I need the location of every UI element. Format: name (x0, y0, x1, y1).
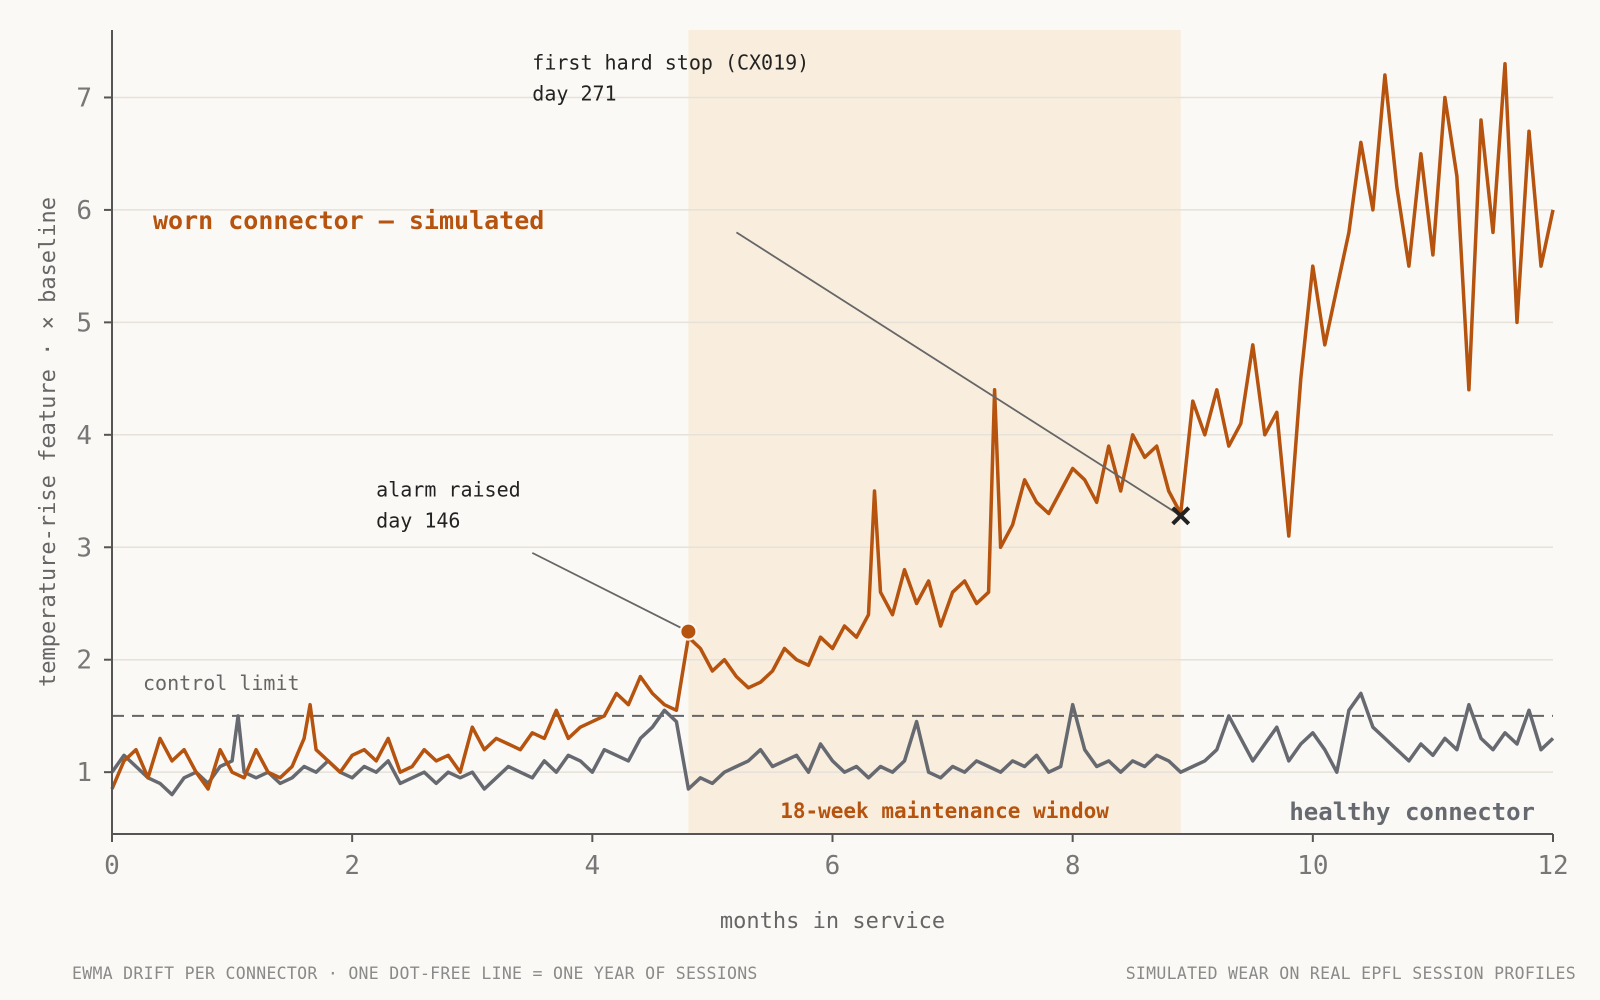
maintenance-window-band (688, 30, 1181, 834)
footer-note-left: EWMA DRIFT PER CONNECTOR · ONE DOT-FREE … (72, 964, 758, 983)
y-tick-label: 5 (76, 308, 92, 338)
x-tick-label: 4 (585, 851, 601, 881)
hard-stop-marker (1171, 506, 1191, 526)
y-ticks: 1 2 3 4 5 6 7 (76, 83, 112, 788)
control-limit-label: control limit (143, 671, 300, 695)
x-ticks: 0 2 4 6 8 10 12 (104, 834, 1569, 881)
alarm-annotation-line1: alarm raised (376, 478, 521, 502)
y-axis-label: temperature-rise feature · × baseline (36, 197, 61, 687)
y-tick-label: 3 (76, 533, 92, 563)
x-tick-label: 12 (1537, 851, 1568, 881)
x-tick-label: 8 (1065, 851, 1081, 881)
series-healthy-label: healthy connector (1289, 798, 1535, 826)
x-tick-label: 10 (1297, 851, 1328, 881)
footer-note-right: SIMULATED WEAR ON REAL EPFL SESSION PROF… (1125, 964, 1576, 983)
series-healthy-line (110, 691, 1555, 797)
hard-stop-annotation-line2: day 271 (532, 81, 616, 105)
y-tick-label: 7 (76, 83, 92, 113)
x-axis-label: months in service (720, 909, 945, 934)
grid-lines (112, 96, 1553, 773)
alarm-leader-line (531, 552, 689, 633)
x-tick-label: 2 (344, 851, 360, 881)
alarm-marker (679, 622, 698, 641)
x-tick-label: 6 (825, 851, 841, 881)
y-tick-label: 6 (76, 196, 92, 226)
x-tick-label: 0 (104, 851, 120, 881)
y-tick-label: 4 (76, 421, 92, 451)
hard-stop-annotation-line1: first hard stop (CX019) (532, 50, 809, 74)
maintenance-window-label: 18-week maintenance window (780, 799, 1109, 823)
series-worn-line (110, 61, 1555, 791)
y-tick-label: 2 (76, 646, 92, 676)
series-worn-label: worn connector — simulated (153, 206, 544, 235)
hard-stop-leader-line (735, 231, 1182, 517)
alarm-annotation-line2: day 146 (376, 509, 460, 533)
y-tick-label: 1 (76, 758, 92, 788)
